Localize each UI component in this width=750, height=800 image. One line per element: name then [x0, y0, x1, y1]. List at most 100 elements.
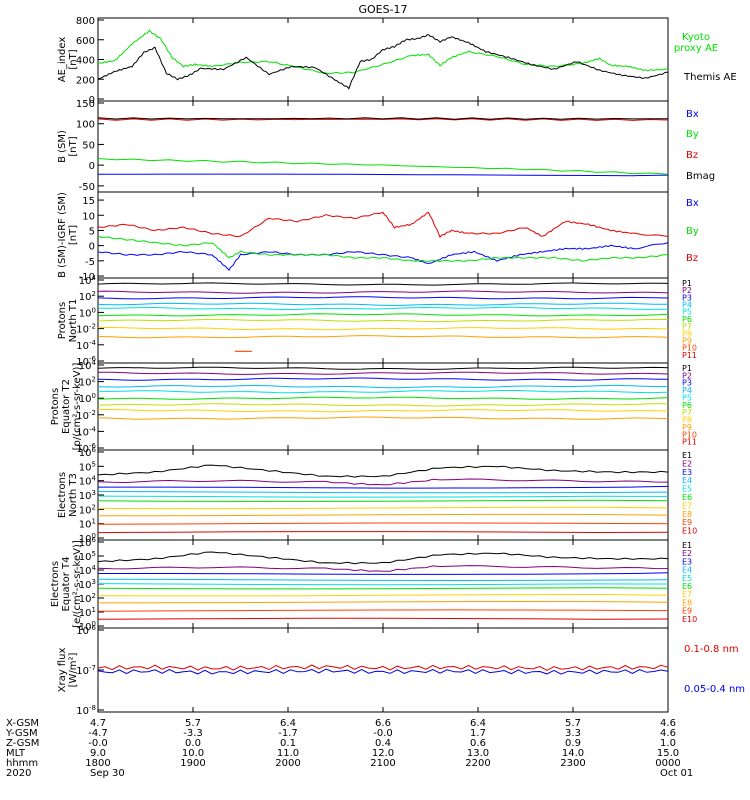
y-axis-label: [W/m²]	[68, 652, 79, 687]
x-axis-value: 14.0	[562, 748, 584, 759]
y-tick-label: 10-6	[76, 355, 96, 368]
legend-label: P7	[682, 408, 692, 417]
x-axis-value: 0.9	[565, 738, 581, 749]
y-axis-label: B (SM)-IGRF (SM)	[57, 192, 68, 278]
y-tick-label: 105	[79, 460, 96, 473]
panel-protons-equator-t2: 10-6 10-4 10-2 100 102 104 Protons Equator T2 [p…	[50, 359, 697, 455]
x-axis-value: 2000	[275, 758, 300, 769]
series-line-e6	[97, 499, 669, 502]
series-line-p5	[97, 389, 669, 394]
series-line-0-05-0-4-nm	[97, 668, 669, 675]
y-tick-label: 102	[79, 290, 96, 303]
series-line-p2	[97, 371, 669, 375]
series-line-by	[97, 235, 668, 263]
series-line-e4	[97, 578, 669, 582]
legend-label: By	[686, 226, 699, 237]
series-line-p8	[97, 409, 669, 413]
series-line-e4	[97, 491, 669, 494]
legend-label: E10	[682, 527, 697, 536]
legend-label: P2	[682, 371, 692, 380]
series-line-p7	[97, 403, 669, 407]
x-axis-row-label: 2020	[6, 768, 31, 779]
series-line-p2	[97, 290, 669, 294]
series-line-p8	[97, 327, 669, 331]
y-tick-label: 0	[89, 161, 95, 172]
series-line-bmag	[97, 117, 668, 120]
y-tick-label: 101	[79, 518, 96, 531]
y-tick-label: 104	[79, 274, 97, 287]
x-axis-value: 5.7	[565, 718, 581, 729]
y-axis-label: Electrons	[57, 472, 68, 518]
series-line-e8	[97, 513, 669, 517]
y-axis-label: [nT]	[68, 136, 79, 156]
y-tick-label: 10-6	[76, 442, 96, 455]
x-axis-row-label: Y-GSM	[5, 728, 38, 739]
x-axis-value: 11.0	[277, 748, 299, 759]
series-line-kyoto-proxy-ae	[97, 29, 669, 75]
series-line-e7	[97, 506, 669, 510]
y-tick-label: 104	[79, 359, 97, 372]
x-axis-value: 4.6	[660, 728, 676, 739]
y-axis-label: Equator T2	[61, 379, 72, 434]
x-axis-value: 0.1	[280, 738, 296, 749]
panel-b-sm: -50 0 50 100 150 B (SM) [nT] Bx By Bz Bmag	[57, 99, 715, 193]
x-axis-value: 2100	[370, 758, 395, 769]
y-axis-label: Electrons	[50, 561, 61, 607]
series-line-e10	[97, 617, 669, 620]
x-axis-value: 13.0	[467, 748, 489, 759]
x-axis-value: 6.4	[280, 718, 296, 729]
legend-label: E1	[682, 451, 692, 460]
x-axis-value: 6.4	[470, 718, 486, 729]
legend-label: By	[686, 129, 699, 140]
y-axis-label: Equator T4	[61, 557, 72, 612]
series-line-e7	[97, 593, 669, 597]
series-line-p7	[97, 318, 669, 323]
legend-label: E8	[682, 598, 692, 607]
y-tick-label: 104	[79, 475, 97, 488]
legend-label: P1	[682, 279, 692, 288]
legend-label: Bz	[686, 150, 698, 161]
x-axis-value: -3.3	[183, 728, 203, 739]
legend-label: 0.05-0.4 nm	[684, 684, 745, 695]
series-line-e3	[98, 572, 669, 575]
plot-title: GOES-17	[358, 3, 407, 16]
series-line-p6	[98, 396, 669, 400]
panel-b-sm-igrf: -10 -5 0 5 10 15 B (SM)-IGRF (SM) [nT] Bx By Bz	[57, 191, 699, 283]
x-axis-value: 0000	[655, 758, 680, 769]
x-axis-value: Oct 01	[660, 768, 693, 779]
legend-label: P5	[682, 308, 692, 317]
y-axis-label: Xray flux	[57, 648, 68, 693]
x-axis-row-label: Z-GSM	[6, 738, 39, 749]
x-axis-table: X-GSMY-GSMZ-GSMMLThhmm20204.7-4.7-0.09.0…	[5, 718, 693, 779]
y-tick-label: 0	[89, 242, 95, 253]
series-line-by	[97, 158, 669, 175]
y-axis-label: [e/(cm²-s-sr-keV)]	[72, 540, 83, 628]
series-line-bx	[97, 173, 669, 177]
panel-protons-north-t1: 10-6 10-4 10-2 100 102 104 Protons North T1 P1P2…	[57, 274, 697, 368]
panel-frame	[97, 100, 669, 193]
legend-label: E7	[682, 501, 692, 510]
legend-label: P4	[682, 386, 692, 395]
x-axis-value: 10.0	[182, 748, 204, 759]
y-tick-label: -5	[85, 257, 95, 268]
legend-label: P3	[682, 293, 692, 302]
legend-label: P3	[682, 379, 692, 388]
series-line-e5	[97, 495, 669, 498]
legend-label: P6	[682, 401, 692, 410]
series-line-bx	[97, 242, 669, 272]
y-axis-label: [p/(cm²-s-sr-keV)]	[72, 363, 83, 451]
y-tick-label: 100	[79, 392, 96, 405]
legend-label: E10	[682, 615, 697, 624]
series-line-bz	[97, 211, 669, 239]
legend-label: 0.1-0.8 nm	[684, 644, 739, 655]
y-axis-label: North T3	[68, 473, 79, 517]
y-tick-label: 600	[76, 36, 95, 47]
x-axis-value: 0.6	[470, 738, 486, 749]
x-axis-value: -0.0	[373, 728, 393, 739]
legend-label: E3	[682, 468, 692, 477]
series-line-e9	[97, 609, 669, 612]
series-line-p4	[97, 302, 668, 306]
series-line-p9	[97, 416, 669, 420]
